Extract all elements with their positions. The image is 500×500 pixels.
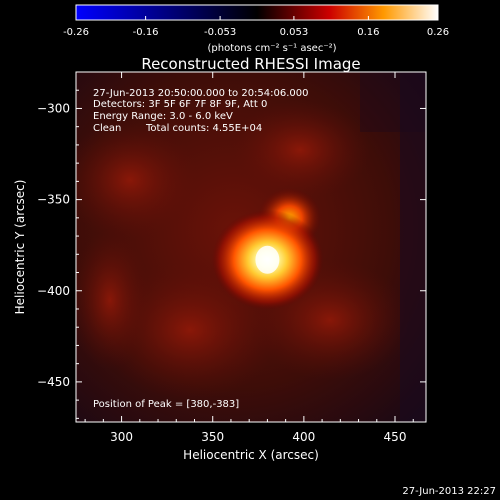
colorbar-tick-label: 0.053 [280, 27, 309, 38]
footer-timestamp: 27-Jun-2013 22:27 [402, 486, 496, 497]
y-tick-label: −350 [37, 193, 70, 207]
annotation-detectors: Detectors: 3F 5F 6F 7F 8F 9F, Att 0 [93, 99, 267, 110]
colorbar-tick-label: -0.26 [63, 27, 89, 38]
y-tick-label: −300 [37, 101, 70, 115]
annotation-energy: Energy Range: 3.0 - 6.0 keV [93, 111, 233, 122]
peak-core [255, 245, 280, 274]
colorbar-tick-label: 0.26 [427, 27, 449, 38]
colorbar-ticks: -0.26 -0.16 -0.053 0.053 0.16 0.26 [63, 16, 449, 38]
annotation-peak: Position of Peak = [380,-383] [93, 399, 239, 410]
annotation-counts: Total counts: 4.55E+04 [145, 123, 262, 134]
annotation-time: 27-Jun-2013 20:50:00.000 to 20:54:06.000 [93, 88, 309, 99]
y-tick-label: −400 [37, 284, 70, 298]
chart-title: Reconstructed RHESSI Image [141, 55, 360, 73]
y-axis-label: Heliocentric Y (arcsec) [13, 180, 27, 315]
colorbar-units: (photons cm⁻² s⁻¹ asec⁻²) [207, 43, 336, 54]
annotation-method: Clean [93, 123, 121, 134]
colorbar [75, 4, 439, 21]
x-tick-label: 450 [384, 430, 407, 444]
plot-frame [75, 71, 427, 423]
y-tick-label: −450 [37, 375, 70, 389]
colorbar-tick-label: 0.16 [357, 27, 379, 38]
x-axis-label: Heliocentric X (arcsec) [183, 448, 319, 462]
x-tick-label: 350 [201, 430, 224, 444]
x-tick-label: 400 [292, 430, 315, 444]
colorbar-tick-label: -0.16 [133, 27, 159, 38]
colorbar-tick-label: -0.053 [204, 27, 236, 38]
heatmap-image [76, 72, 426, 422]
axis-ticks: 300 350 400 450 −300 −350 −400 −450 [37, 71, 426, 444]
x-tick-label: 300 [110, 430, 133, 444]
